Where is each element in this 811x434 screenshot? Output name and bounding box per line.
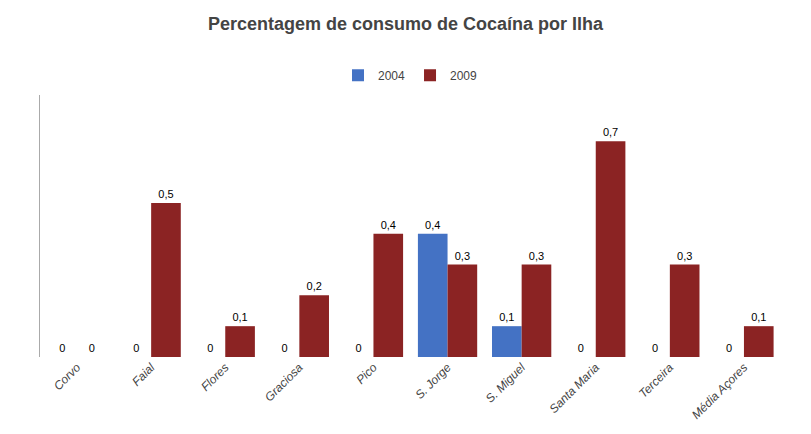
- svg-text:0,1: 0,1: [232, 311, 247, 323]
- svg-text:S. Jorge: S. Jorge: [412, 360, 454, 402]
- svg-text:Faial: Faial: [129, 360, 158, 389]
- svg-text:Terceira: Terceira: [636, 360, 676, 400]
- svg-text:0,3: 0,3: [529, 250, 544, 262]
- svg-text:0: 0: [89, 342, 95, 354]
- svg-text:Santa Maria: Santa Maria: [546, 360, 602, 416]
- svg-text:0,3: 0,3: [677, 250, 692, 262]
- svg-text:0: 0: [59, 342, 65, 354]
- svg-text:0,5: 0,5: [158, 188, 173, 200]
- svg-text:0: 0: [133, 342, 139, 354]
- svg-text:0,1: 0,1: [751, 311, 766, 323]
- svg-text:Percentagem de consumo de Coca: Percentagem de consumo de Cocaína por Il…: [208, 14, 604, 34]
- svg-text:0: 0: [356, 342, 362, 354]
- svg-text:0,7: 0,7: [603, 126, 618, 138]
- svg-text:0,1: 0,1: [499, 311, 514, 323]
- svg-text:Média Açores: Média Açores: [689, 360, 750, 421]
- svg-text:Pico: Pico: [353, 360, 380, 387]
- svg-text:0: 0: [281, 342, 287, 354]
- svg-text:0,4: 0,4: [381, 219, 396, 231]
- svg-text:S. Miguel: S. Miguel: [483, 360, 529, 406]
- svg-text:2009: 2009: [450, 69, 477, 83]
- svg-text:0,3: 0,3: [455, 250, 470, 262]
- svg-text:0: 0: [207, 342, 213, 354]
- svg-text:2004: 2004: [378, 69, 405, 83]
- svg-text:0: 0: [578, 342, 584, 354]
- svg-text:0,4: 0,4: [425, 219, 440, 231]
- svg-text:Graciosa: Graciosa: [262, 360, 306, 404]
- svg-text:Flores: Flores: [198, 360, 231, 393]
- svg-text:0: 0: [726, 342, 732, 354]
- svg-text:Corvo: Corvo: [51, 360, 84, 393]
- svg-text:0,2: 0,2: [307, 280, 322, 292]
- svg-text:0: 0: [652, 342, 658, 354]
